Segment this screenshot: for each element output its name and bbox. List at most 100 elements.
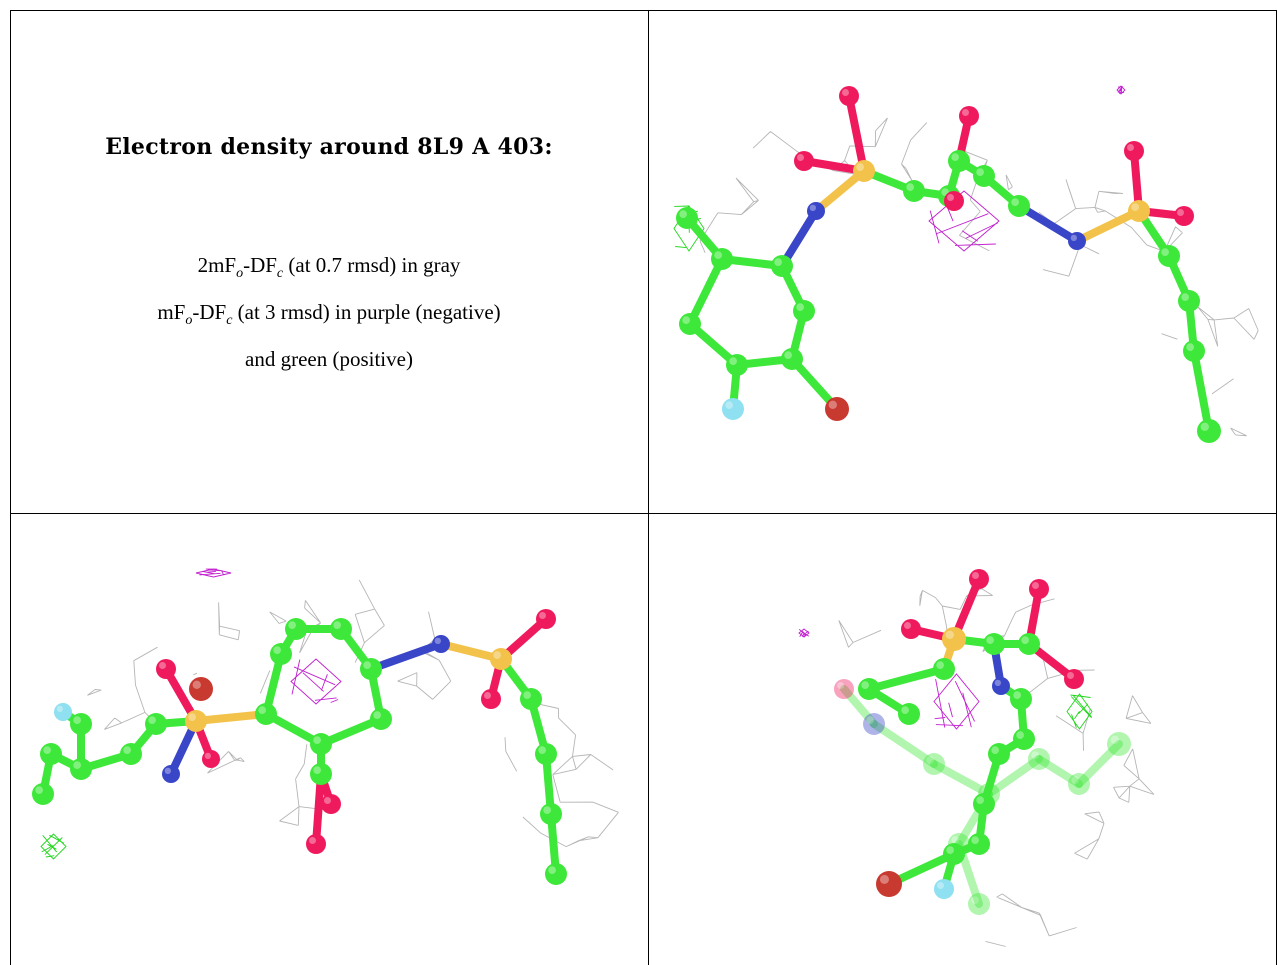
atom-o [536,609,556,629]
atom-o-highlight [797,154,804,161]
atom-c-sphere [545,863,567,885]
atom-n-sphere [992,677,1010,695]
border-left [10,10,11,965]
atom-c [1158,245,1180,267]
atom-c [948,150,970,172]
atom-c-sphere [1183,340,1205,362]
density-mesh-positive-lines [1066,693,1093,730]
density-mesh-positive-lines [40,833,67,860]
atom-o-highlight [842,89,849,96]
atom-c-highlight [548,866,557,874]
atom-c [310,763,332,785]
atom-br [876,871,902,897]
atom-n [992,677,1010,695]
density-mesh-negative-line-lines [195,568,232,578]
legend-positive: and green (positive) [245,347,413,372]
atom-c [40,743,62,765]
atom-f-sphere [54,703,72,721]
atom-ghost-sphere [923,753,945,775]
atom-c [973,165,995,187]
atom-c [310,733,332,755]
atom-o-sphere [1064,669,1084,689]
atom-c-highlight [1161,248,1169,256]
molecule-render-bottom-right [798,569,1155,947]
bond [840,685,878,728]
atom-c-highlight [288,621,296,629]
atom-c-sphere [988,743,1010,765]
atom-c [933,658,955,680]
atom-s-highlight [945,630,954,639]
atom-br-sphere [876,871,902,897]
atom-c-highlight [543,806,552,814]
atom-ghost-sphere [1068,773,1090,795]
atom-c-highlight [333,621,341,629]
atom-o-sphere [481,689,501,709]
atom-c-sphere [285,618,307,640]
molecule-render-bottom-left [32,568,619,885]
atom-c-sphere [1197,419,1221,443]
atom-c-highlight [148,716,156,724]
atom-o-highlight [1032,582,1039,589]
atom-br-sphere [189,677,213,701]
atom-c [545,863,567,885]
atom-o [306,834,326,854]
atom-c [330,618,352,640]
atom-ghost [1068,773,1090,795]
atom-c [679,313,701,335]
density-mesh-negative-small-lines [1116,85,1126,95]
atom-c-highlight [796,303,804,311]
atom-ghost [1028,748,1050,770]
bond [312,770,325,848]
atom-c-highlight [679,210,687,218]
density-mesh-lines [207,744,332,826]
atom-n-highlight [809,204,816,212]
atom-o-sphere [1124,141,1144,161]
atom-c-sphere [1158,245,1180,267]
atom-br-highlight [192,680,201,689]
atom-c-highlight [1016,731,1024,739]
density-mesh-negative-small [798,628,810,638]
atom-br [825,397,849,421]
atom-ghost-highlight [926,756,934,764]
atom-s-sphere [853,160,875,182]
atom-n-sphere [807,202,825,220]
atom-o [1029,579,1049,599]
atom-c-sphere [535,743,557,765]
atom-br [189,677,213,701]
atom-o-highlight [947,194,954,201]
atom-ghost [923,753,945,775]
atom-n-highlight [164,767,172,774]
atom-o-highlight [962,109,969,116]
atom-c-sphere [310,763,332,785]
density-mesh-positive [1066,693,1093,730]
atom-c-highlight [1013,691,1021,699]
density-mesh-negative [290,658,342,705]
atom-c-sphere [1018,633,1040,655]
atom-ghost-highlight [1031,751,1039,759]
bond [1073,207,1143,245]
atom-o [321,794,341,814]
atom-n [432,635,450,653]
atom-c-highlight [373,711,381,719]
atom-ghost-highlight [1071,776,1079,784]
atom-s [185,710,207,732]
atom-o [944,191,964,211]
atom-o-highlight [1127,144,1134,151]
atom-c-sphere [903,180,925,202]
atom-s-highlight [856,163,864,171]
atom-s [490,648,512,670]
atom-c-sphere [255,703,277,725]
atom-c-sphere [943,843,965,865]
view-top-right [649,11,1276,513]
atom-f [934,879,954,899]
atom-c-sphere [120,743,142,765]
atom-c-highlight [976,168,984,176]
border-center [648,10,649,965]
atom-c [983,633,1005,655]
atom-c-highlight [784,351,792,359]
atom-c-highlight [363,661,371,669]
atom-o-sphere [839,86,859,106]
bond [870,720,938,768]
atom-br-highlight [879,874,889,884]
molecule-render-top-right [673,85,1259,443]
